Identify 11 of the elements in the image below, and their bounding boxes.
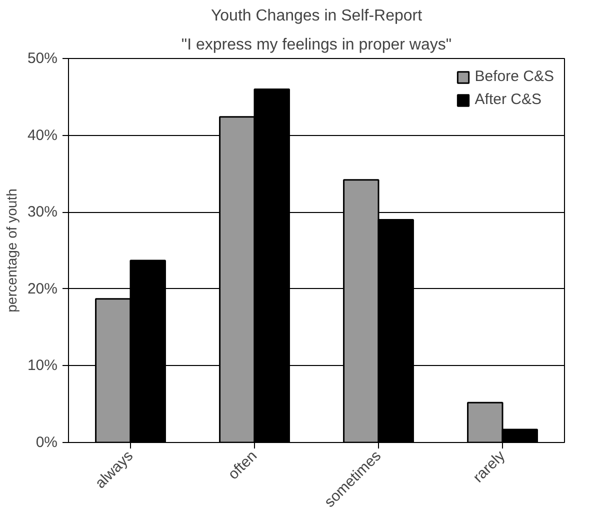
y-tick-label: 0% (36, 434, 58, 451)
legend-label: After C&S (474, 91, 542, 108)
y-tick-label: 50% (27, 50, 58, 67)
chart-title: Youth Changes in Self-Report (210, 8, 423, 24)
y-tick-label: 10% (27, 357, 58, 374)
y-tick-label: 40% (27, 126, 58, 144)
y-axis-title: percentage of youth (3, 188, 20, 312)
y-tick-label: 20% (27, 280, 58, 298)
chart-subtitle: "I express my feelings in proper ways" (181, 36, 452, 54)
y-tick-label: 30% (27, 204, 58, 221)
legend-label: Before C&S (474, 68, 554, 85)
